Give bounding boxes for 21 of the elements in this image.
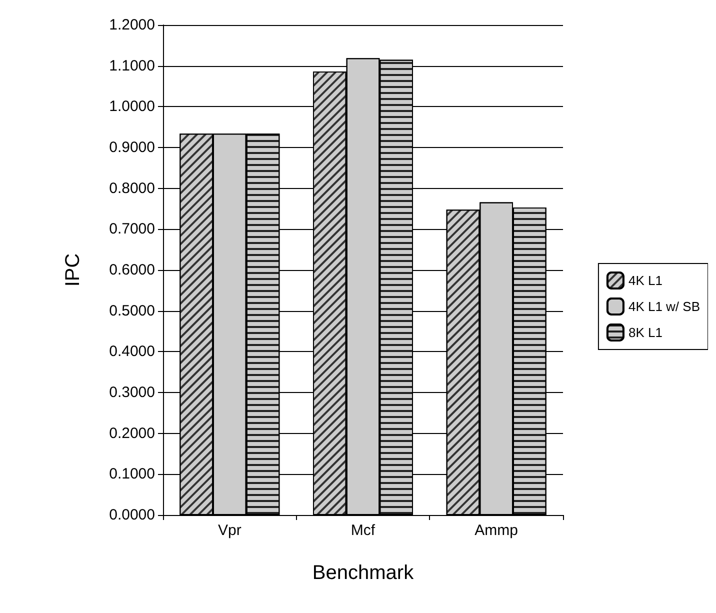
y-tick-label: 0.5000 bbox=[109, 302, 155, 320]
y-tick-label: 0.2000 bbox=[109, 424, 155, 442]
y-tick-label: 0.1000 bbox=[109, 466, 155, 483]
x-tick-label: Mcf bbox=[350, 522, 376, 539]
y-tick-label: 1.2000 bbox=[109, 16, 155, 34]
y-tick-label: 0.0000 bbox=[109, 506, 155, 524]
x-tick-label: Ammp bbox=[474, 522, 518, 539]
y-tick-label: 1.0000 bbox=[109, 98, 155, 116]
x-axis-title: Benchmark bbox=[312, 562, 415, 584]
y-tick-label: 0.3000 bbox=[109, 384, 155, 401]
legend-label: 8K L1 bbox=[628, 325, 662, 340]
y-tick-label: 0.7000 bbox=[109, 220, 155, 238]
legend-label: 4K L1 bbox=[628, 273, 662, 288]
legend-label: 4K L1 w/ SB bbox=[628, 299, 700, 314]
y-tick-label: 0.4000 bbox=[109, 343, 155, 360]
y-tick-label: 0.6000 bbox=[109, 262, 155, 278]
y-tick-label: 0.9000 bbox=[109, 139, 155, 156]
y-tick-label: 0.8000 bbox=[109, 180, 155, 197]
y-axis-title: IPC bbox=[62, 253, 84, 287]
x-tick-label: Vpr bbox=[218, 522, 242, 539]
y-tick-label: 1.1000 bbox=[109, 57, 155, 74]
